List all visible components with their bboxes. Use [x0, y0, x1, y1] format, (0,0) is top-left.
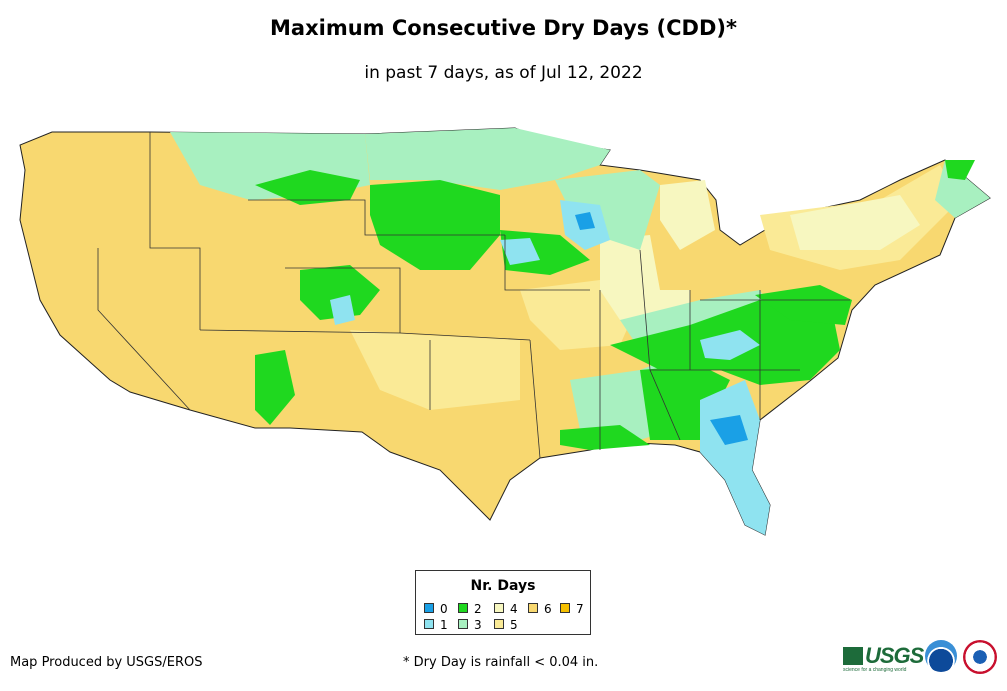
map-credit: Map Produced by USGS/EROS: [10, 655, 203, 670]
map-subtitle: in past 7 days, as of Jul 12, 2022: [364, 63, 643, 83]
zone-day-0: [575, 212, 748, 445]
legend-swatch-3: [458, 619, 468, 629]
zone-day-4: [600, 180, 920, 320]
legend-swatch-7: [560, 603, 570, 613]
legend-swatch-2: [458, 603, 468, 613]
legend-swatch-5: [494, 619, 504, 629]
legend-label-5: 5: [510, 618, 518, 632]
legend-swatch-6: [528, 603, 538, 613]
legend-label-3: 3: [474, 618, 482, 632]
state-borders: [97, 132, 850, 459]
dry-day-footnote: * Dry Day is rainfall < 0.04 in.: [403, 655, 599, 670]
legend-label-7: 7: [576, 602, 584, 616]
map-title: Maximum Consecutive Dry Days (CDD)*: [270, 16, 737, 40]
noaa-logo-icon: [925, 640, 957, 672]
legend-swatch-1: [424, 619, 434, 629]
usgs-tagline: science for a changing world: [843, 667, 907, 673]
agency-logos: USGS science for a changing world: [843, 638, 1003, 678]
usgs-logo: USGS: [843, 643, 924, 668]
legend-label-6: 6: [544, 602, 552, 616]
legend-swatch-0: [424, 603, 434, 613]
usgs-logo-text: USGS: [865, 643, 924, 668]
legend-label-1: 1: [440, 618, 448, 632]
legend-label-0: 0: [440, 602, 448, 616]
legend-label-4: 4: [510, 602, 518, 616]
nws-logo-icon: [963, 640, 997, 674]
map-legend: Nr. Days 0 1 2 3 4 5 6 7: [415, 570, 591, 635]
legend-label-2: 2: [474, 602, 482, 616]
usgs-wave-icon: [843, 647, 863, 665]
legend-title: Nr. Days: [470, 578, 536, 594]
legend-swatch-4: [494, 603, 504, 613]
